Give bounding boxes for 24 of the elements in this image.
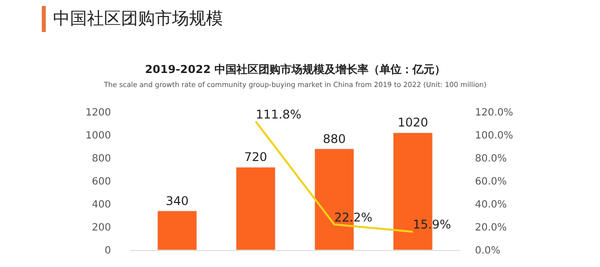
y2-tick-label: 0.0% (475, 246, 500, 256)
y2-tick-label: 20.0% (475, 222, 507, 234)
y2-tick-label: 40.0% (475, 200, 507, 210)
data-label: 111.8% (256, 107, 302, 122)
y2-tick-label: 60.0% (475, 176, 507, 188)
bar (157, 210, 198, 250)
data-label: 880 (322, 132, 346, 146)
chart-subtitle: 2019-2022 中国社区团购市场规模及增长率（单位：亿元） (145, 63, 446, 76)
y-tick-label: 1200 (86, 108, 111, 118)
y2-tick-label: 80.0% (475, 154, 507, 164)
y-tick-label: 400 (92, 200, 111, 210)
data-label: 15.9% (412, 218, 451, 232)
y-tick-label: 0 (104, 246, 111, 256)
y-tick-label: 200 (92, 222, 111, 234)
data-label: 720 (244, 150, 268, 164)
bar (236, 166, 276, 250)
data-label: 340 (166, 194, 189, 208)
y-tick-label: 600 (92, 176, 111, 188)
y2-tick-label: 100.0% (475, 130, 514, 142)
chart-title: 中国社区团购市场规模 (53, 9, 223, 29)
y2-tick-label: 120.0% (475, 108, 514, 118)
data-label: 1020 (398, 116, 428, 130)
y-tick-label: 800 (92, 154, 111, 164)
y-tick-label: 1000 (86, 130, 111, 142)
